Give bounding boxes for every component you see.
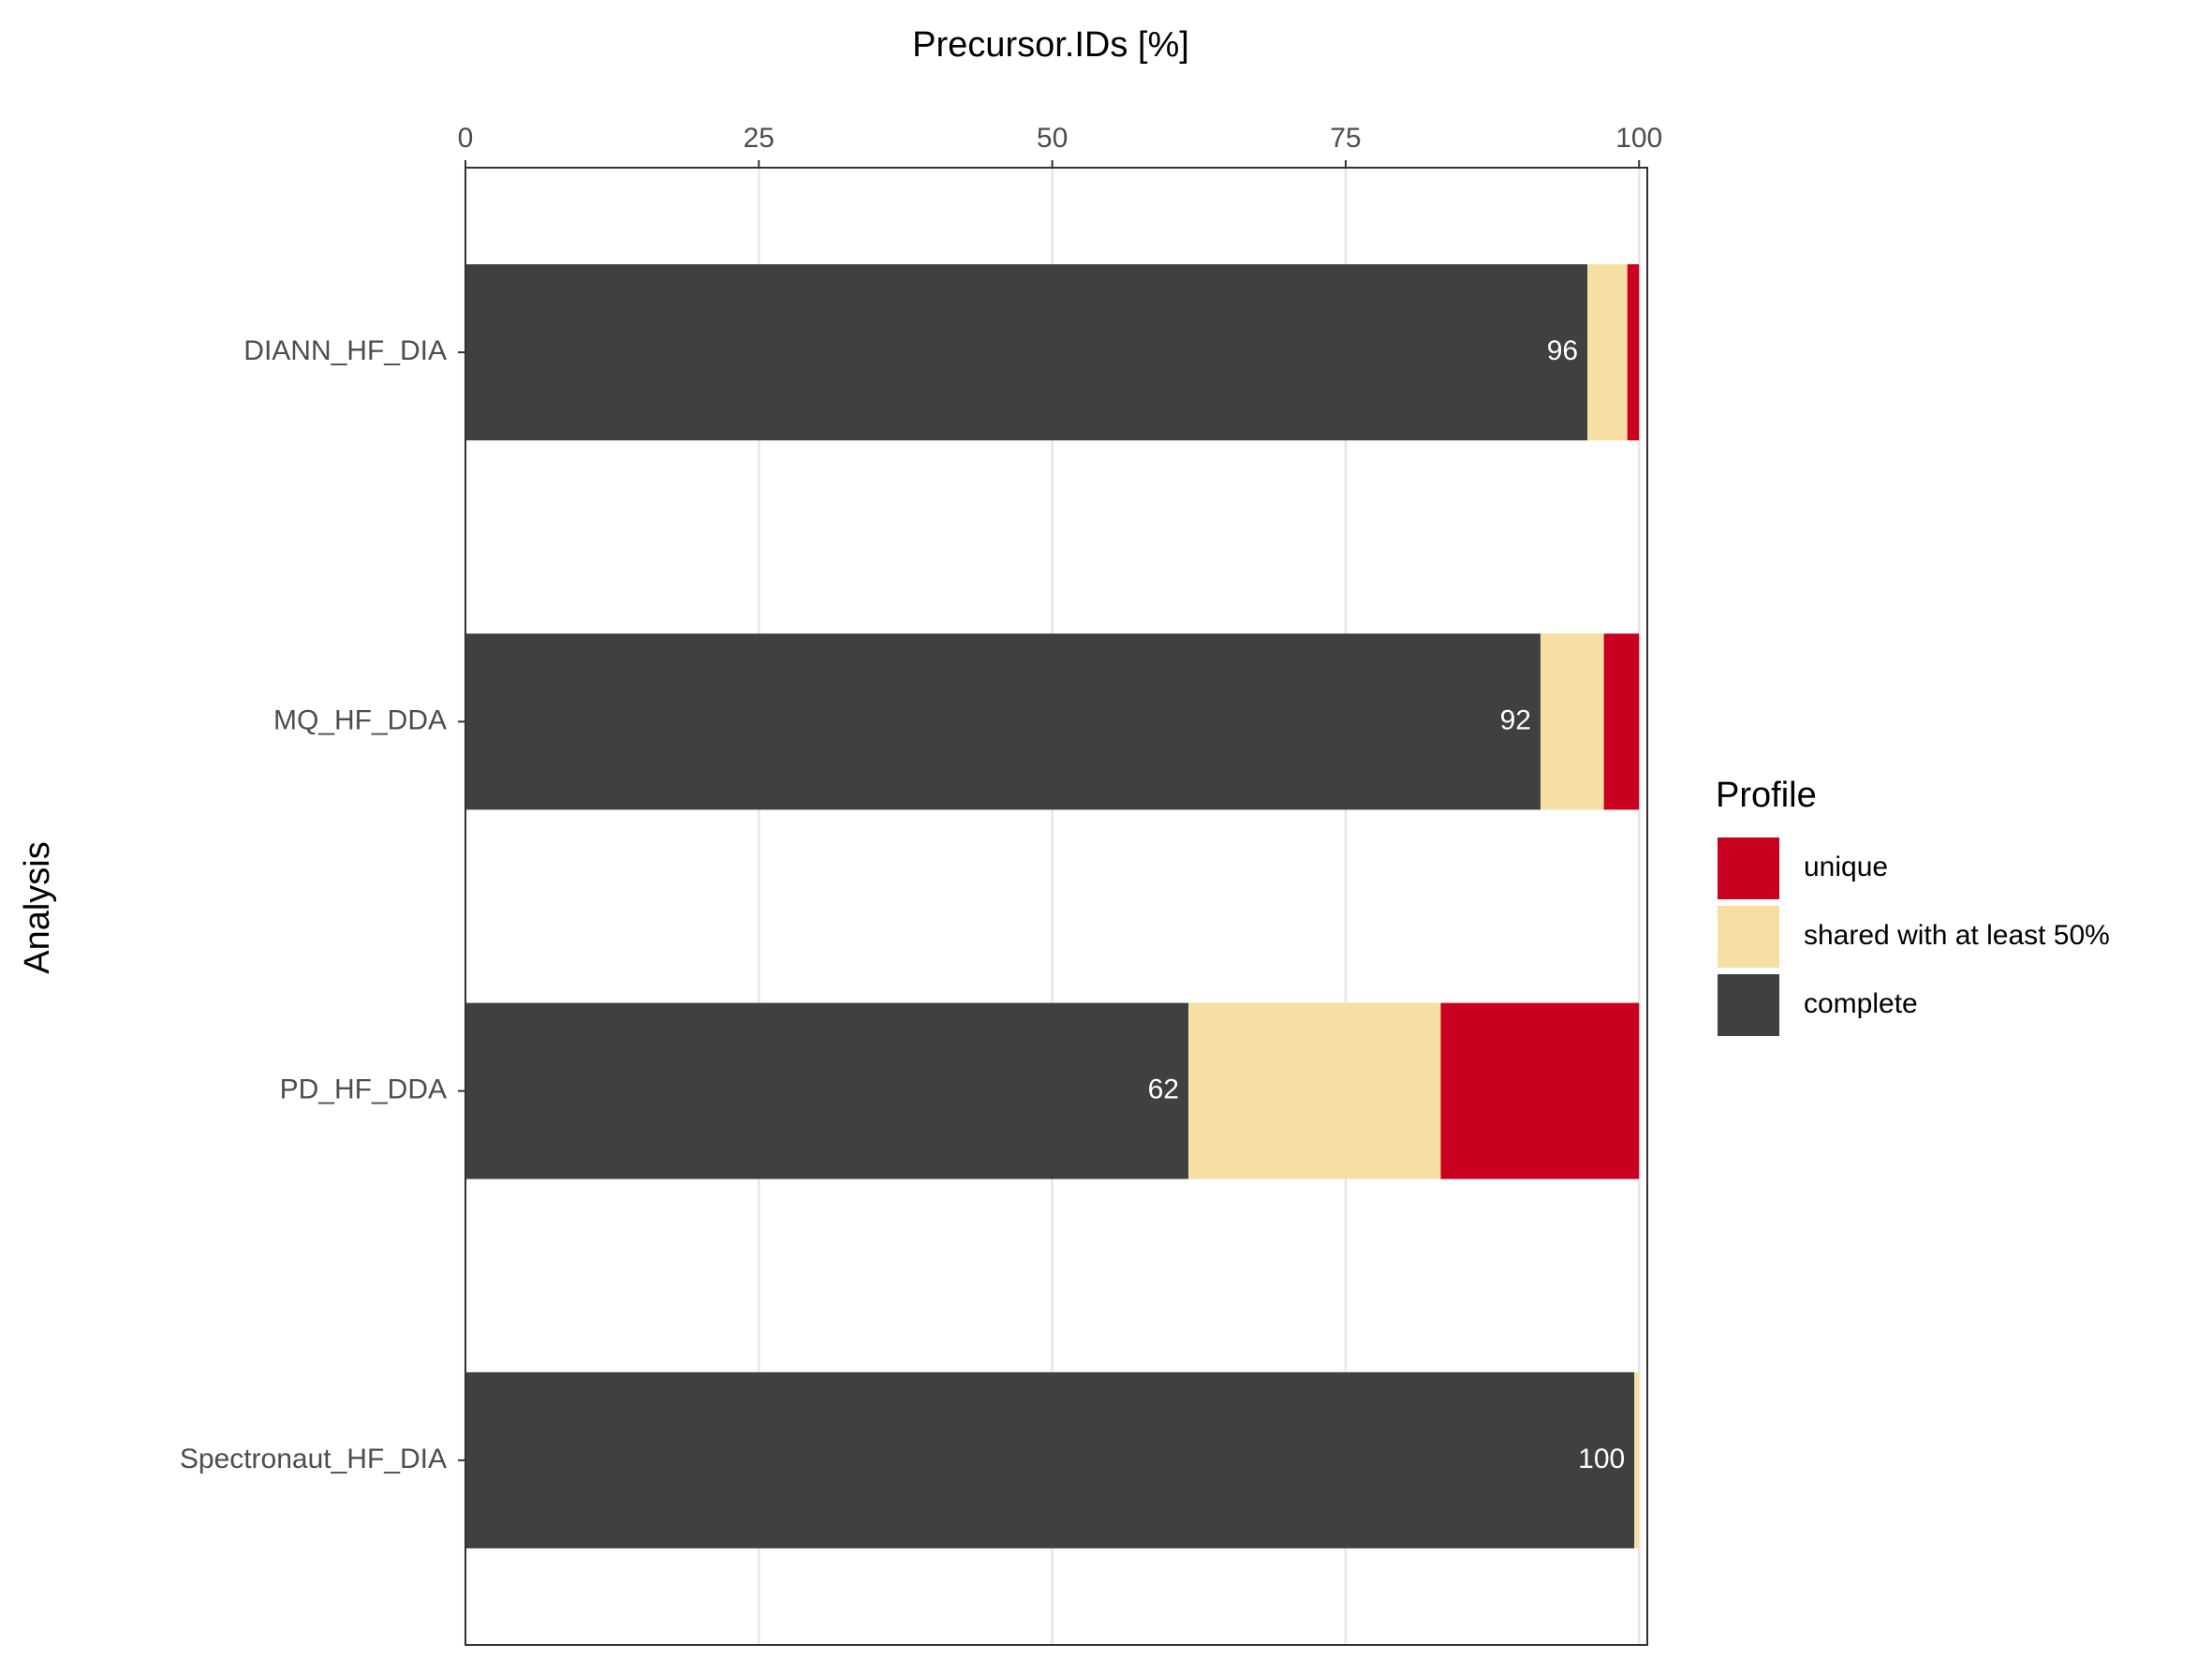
bar-segment [465,633,1541,810]
y-tick-label: Spectronaut_HF_DIA [180,1444,447,1474]
y-axis-title: Analysis [18,841,57,974]
bar-segment [465,1371,1635,1548]
x-tick-label: 0 [458,123,474,154]
data-label: 62 [1148,1074,1179,1105]
panel-border [465,167,1648,1646]
legend-title: Profile [1716,776,1817,815]
y-tick-label: PD_HF_DDA [280,1074,447,1105]
x-axis-title: Precursor.IDs [%] [912,25,1189,65]
bar-segment [1540,633,1604,810]
bar-segment [1603,633,1640,810]
legend-key [1718,974,1779,1036]
y-tick-label: MQ_HF_DDA [273,704,447,735]
legend-label: shared with at least 50% [1804,920,2110,951]
legend-key [1718,837,1779,899]
legend-label: complete [1804,988,1918,1019]
legend-label: unique [1804,852,1888,882]
bar-segment [1587,264,1628,441]
bar-segment [1187,1002,1441,1179]
x-tick-label: 50 [1037,123,1068,154]
bar-segment [1627,264,1640,441]
data-label: 96 [1547,335,1578,366]
legend-key [1718,906,1779,968]
bar-segment [465,1002,1188,1179]
x-tick-label: 25 [744,123,774,154]
bar-segment [1440,1002,1640,1179]
x-tick-label: 100 [1615,123,1662,154]
x-tick-label: 75 [1330,123,1361,154]
y-tick-label: DIANN_HF_DIA [243,335,447,366]
bar-segment [1634,1371,1640,1548]
data-label: 100 [1578,1444,1625,1474]
data-label: 92 [1500,704,1531,735]
bar-segment [465,264,1588,441]
